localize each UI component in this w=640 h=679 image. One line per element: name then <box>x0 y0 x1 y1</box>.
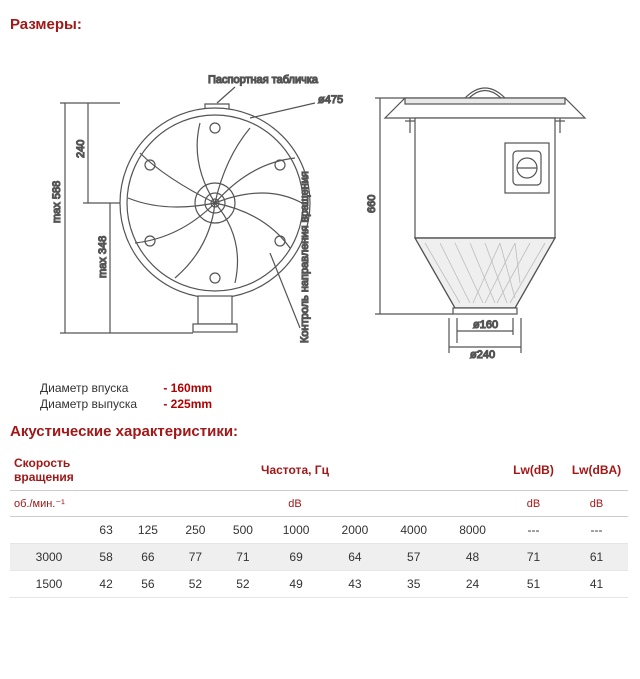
dim-475: ø475 <box>318 94 343 106</box>
table-row: 3000 58 66 77 71 69 64 57 48 71 61 <box>10 544 628 571</box>
col-lwdb: Lw(dB) <box>502 450 565 491</box>
inlet-label: Диаметр впуска <box>40 381 160 395</box>
dim-max348: max 348 <box>97 236 109 278</box>
dim-max588: max 588 <box>51 181 63 223</box>
acoustic-table: Скорость вращения Частота, Гц Lw(dB) Lw(… <box>10 450 628 598</box>
dimensions-title: Размеры: <box>10 16 630 33</box>
inlet-outlet-block: Диаметр впуска - 160mm Диаметр выпуска -… <box>40 381 630 411</box>
dim-660: 660 <box>366 195 378 213</box>
table-row: 1500 42 56 52 52 49 43 35 24 51 41 <box>10 571 628 598</box>
table-row: 63 125 250 500 1000 2000 4000 8000 --- -… <box>10 517 628 544</box>
col-lwdba: Lw(dBA) <box>565 450 628 491</box>
unit-db-lwa: dB <box>565 491 628 517</box>
inlet-value: - 160mm <box>163 381 212 395</box>
outlet-value: - 225mm <box>163 397 212 411</box>
col-freq: Частота, Гц <box>88 450 502 491</box>
dim-240: 240 <box>75 140 87 158</box>
rotation-control-label: Контроль направления вращения <box>299 171 311 343</box>
unit-db-freq: dB <box>88 491 502 517</box>
unit-db-lw: dB <box>502 491 565 517</box>
col-speed: Скорость вращения <box>10 450 88 491</box>
dimensions-diagram: Паспортная табличка <box>10 43 625 373</box>
dim-160: ø160 <box>473 319 498 331</box>
outlet-label: Диаметр выпуска <box>40 397 160 411</box>
nameplate-label: Паспортная табличка <box>208 74 319 86</box>
unit-speed: об./мин.⁻¹ <box>10 491 88 517</box>
acoustic-title: Акустические характеристики: <box>10 423 630 440</box>
dim-240b: ø240 <box>470 349 495 361</box>
